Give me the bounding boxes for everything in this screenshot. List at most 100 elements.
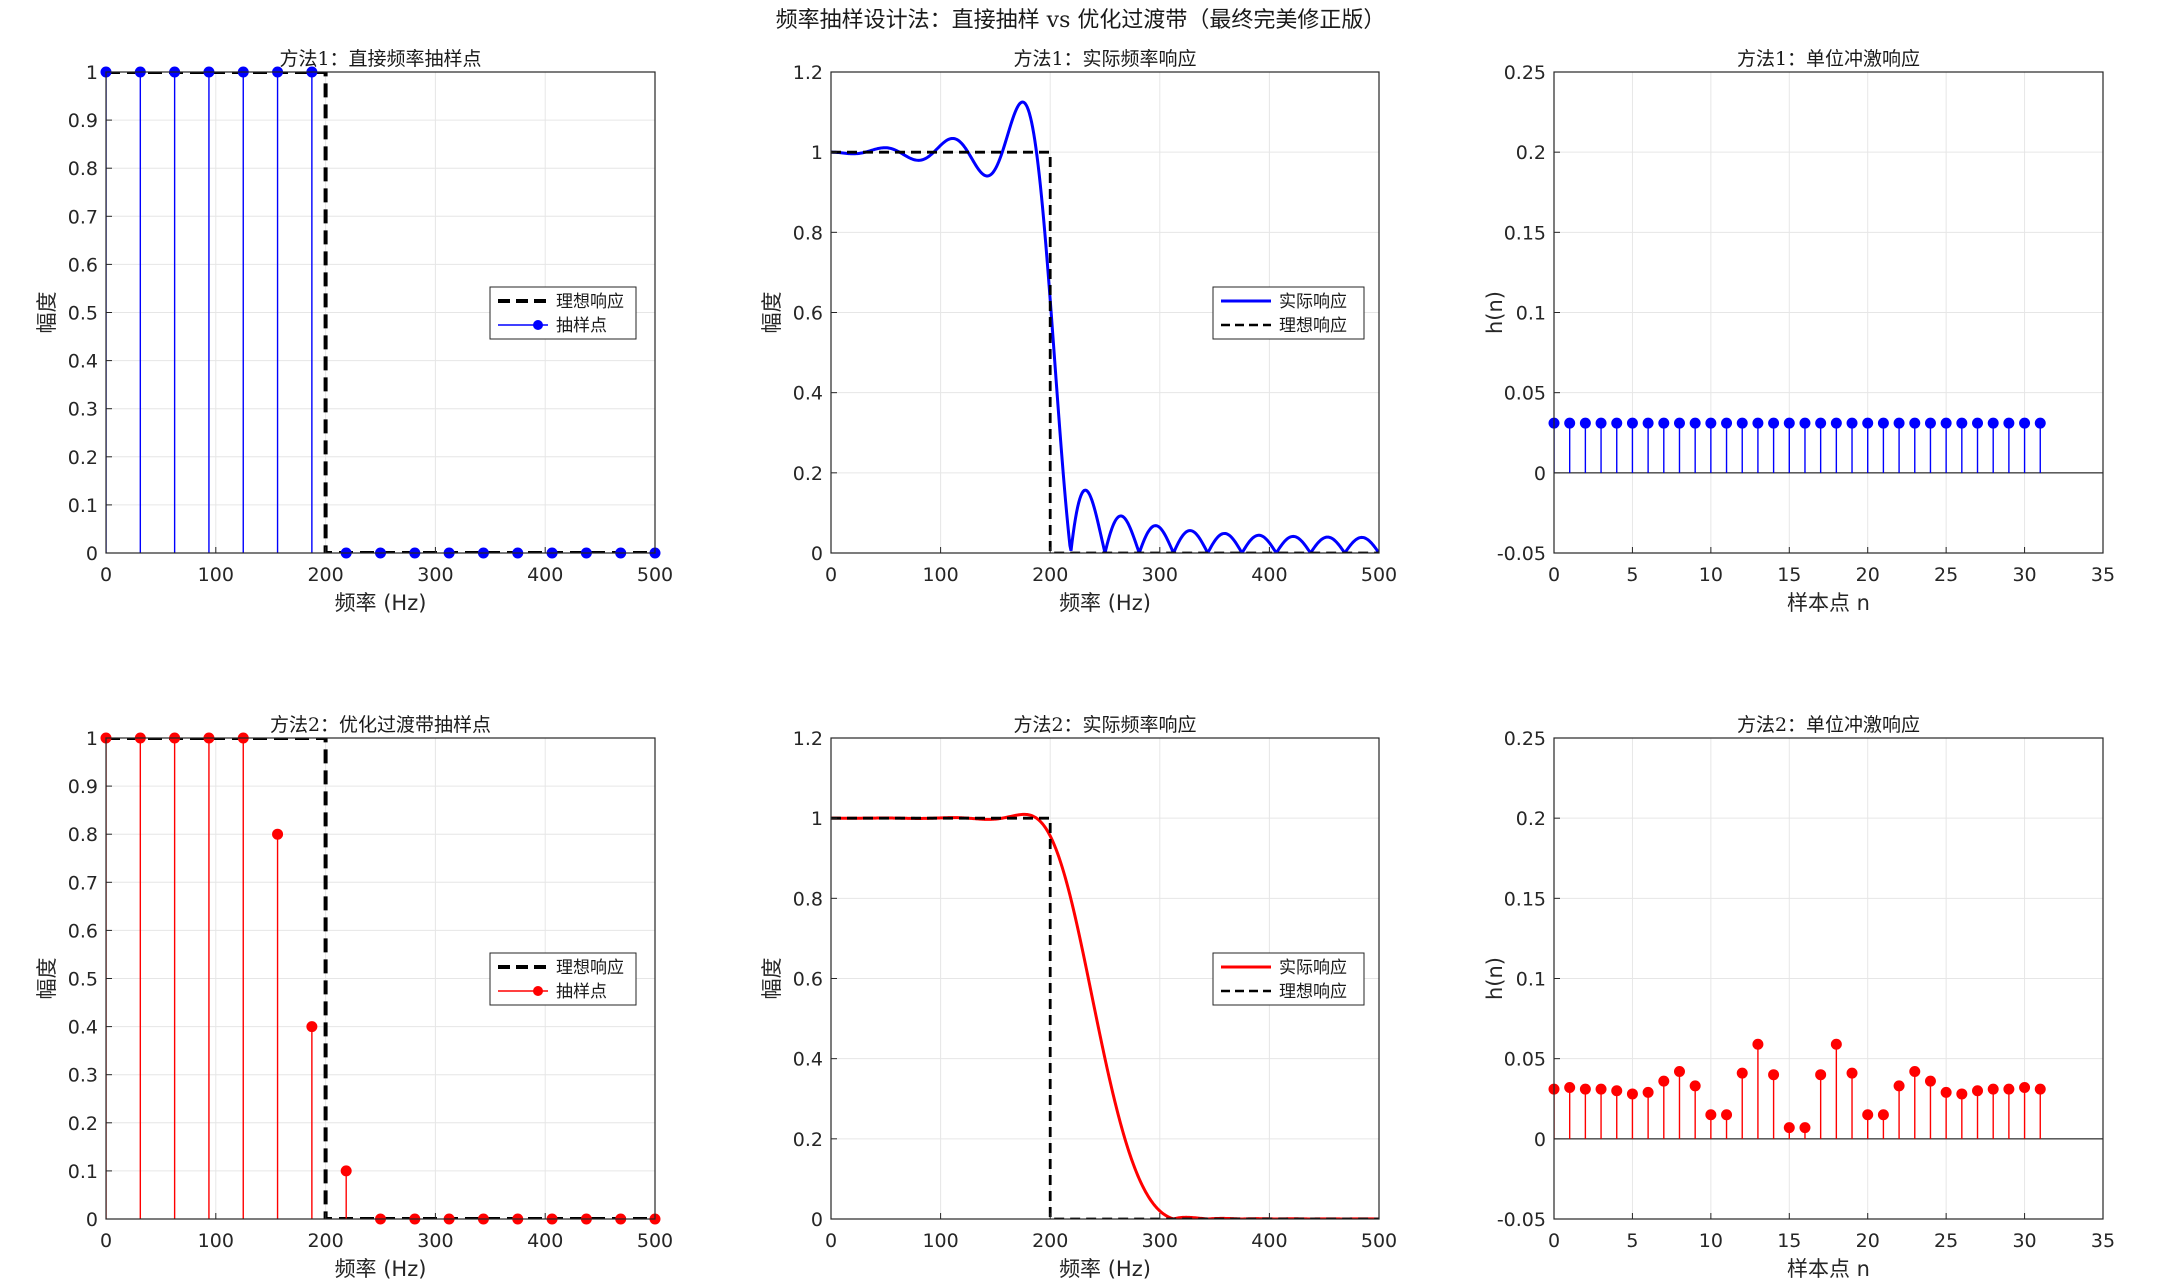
plot-marks bbox=[106, 738, 655, 1219]
x-tick-label: 0 bbox=[825, 1230, 837, 1252]
y-tick-label: 0.2 bbox=[793, 1129, 823, 1151]
legend-label: 抽样点 bbox=[556, 982, 607, 1002]
y-tick-label: 0.5 bbox=[68, 969, 98, 991]
stem-marker bbox=[2003, 417, 2015, 429]
y-tick-label: 0 bbox=[811, 543, 823, 565]
y-tick-label: 0.4 bbox=[793, 383, 823, 405]
legend-marker bbox=[533, 320, 543, 330]
stem-marker bbox=[1924, 1075, 1936, 1087]
y-axis-label: 幅度 bbox=[760, 292, 784, 334]
stem-marker bbox=[1564, 417, 1576, 429]
y-tick-label: 0.3 bbox=[68, 399, 98, 421]
x-tick-label: 500 bbox=[1361, 1230, 1397, 1252]
stem-marker bbox=[1815, 1069, 1827, 1081]
chart-m2-samples: 0 100 200 300 400 500 0 0.1 0.2 0.3 0.4 0.5 0.6 0.7 0.… bbox=[35, 714, 673, 1281]
stem-marker bbox=[1642, 1086, 1654, 1098]
y-tick-label: 0.7 bbox=[68, 872, 98, 894]
x-tick-label: 100 bbox=[198, 564, 234, 586]
stem-marker bbox=[1721, 1109, 1733, 1121]
x-tick-label: 0 bbox=[1548, 1230, 1560, 1252]
y-tick-label: 0.1 bbox=[68, 495, 98, 517]
stem-marker bbox=[1987, 417, 1999, 429]
x-tick-label: 25 bbox=[1934, 1230, 1958, 1252]
stem-marker bbox=[1862, 417, 1874, 429]
y-tick-label: 0.1 bbox=[68, 1161, 98, 1183]
x-tick-label: 100 bbox=[922, 1230, 958, 1252]
x-tick-label: 300 bbox=[417, 1230, 453, 1252]
x-tick-label: 10 bbox=[1699, 564, 1723, 586]
stem-marker bbox=[1909, 1065, 1921, 1077]
stem-marker bbox=[1705, 1109, 1717, 1121]
y-tick-label: -0.05 bbox=[1497, 543, 1546, 565]
y-tick-label: 0 bbox=[86, 543, 98, 565]
chart-m1-samples: 0 100 200 300 400 500 0 0.1 0.2 0.3 0.4 0.5 0.6 0.7 0.… bbox=[35, 48, 673, 615]
chart-m1-impulse: 0 5 10 15 20 25 30 35-0.0500.050.10.150.20.25方法… bbox=[1483, 48, 2115, 615]
ideal-response-line bbox=[831, 150, 1379, 553]
x-axis-label: 样本点 n bbox=[1787, 1257, 1870, 1281]
figure-title: 频率抽样设计法：直接抽样 vs 优化过渡带（最终完美修正版） bbox=[775, 8, 1386, 33]
y-tick-label: 0.25 bbox=[1504, 62, 1546, 84]
chart-m1-response: 0 100 200 300 400 500 0 0.2 0.4 0.6 0.8 1 1.2 方法1：实际频… bbox=[760, 48, 1397, 615]
y-tick-label: 0.2 bbox=[1516, 808, 1546, 830]
x-tick-label: 200 bbox=[1032, 564, 1068, 586]
stem-marker bbox=[1595, 1083, 1607, 1095]
y-tick-label: 0.15 bbox=[1504, 222, 1546, 244]
chart-m2-impulse: 0 5 10 15 20 25 30 35-0.0500.050.10.150.20.25方法… bbox=[1483, 714, 2115, 1281]
chart-title: 方法2：实际频率响应 bbox=[1013, 714, 1196, 736]
stem-marker bbox=[1924, 417, 1936, 429]
stem-marker bbox=[1940, 1086, 1952, 1098]
stem-marker bbox=[1689, 417, 1701, 429]
y-tick-label: 0.6 bbox=[793, 303, 823, 325]
y-tick-label: 0.6 bbox=[793, 969, 823, 991]
stem-marker bbox=[272, 828, 284, 840]
stem-marker bbox=[1673, 417, 1685, 429]
x-axis-label: 频率 (Hz) bbox=[1059, 591, 1151, 615]
y-tick-label: 0.1 bbox=[1516, 303, 1546, 325]
stem-marker bbox=[1972, 417, 1984, 429]
chart-m2-response: 0 100 200 300 400 500 0 0.2 0.4 0.6 0.8 1 1.2 方法2：实际频… bbox=[760, 714, 1397, 1281]
x-tick-label: 400 bbox=[1251, 564, 1287, 586]
stem-marker bbox=[1830, 417, 1842, 429]
x-tick-label: 35 bbox=[2091, 1230, 2115, 1252]
x-tick-label: 300 bbox=[417, 564, 453, 586]
y-tick-label: 0.8 bbox=[68, 824, 98, 846]
stem-marker bbox=[1846, 417, 1858, 429]
legend-box bbox=[489, 286, 637, 340]
stem-marker bbox=[1956, 1088, 1968, 1100]
legend-label: 理想响应 bbox=[556, 292, 624, 312]
stem-marker bbox=[2019, 1082, 2031, 1094]
stem-marker bbox=[1642, 417, 1654, 429]
stem-marker bbox=[1815, 417, 1827, 429]
stem-marker bbox=[1909, 417, 1921, 429]
x-tick-label: 500 bbox=[637, 1230, 673, 1252]
x-tick-label: 0 bbox=[825, 564, 837, 586]
x-tick-label: 300 bbox=[1142, 1230, 1178, 1252]
stem-marker bbox=[1658, 417, 1670, 429]
x-tick-label: 30 bbox=[2012, 564, 2036, 586]
y-tick-label: 0.3 bbox=[68, 1065, 98, 1087]
stem-marker bbox=[1956, 417, 1968, 429]
x-tick-label: 500 bbox=[637, 564, 673, 586]
x-tick-label: 200 bbox=[307, 1230, 343, 1252]
legend-label: 理想响应 bbox=[556, 958, 624, 978]
stem-marker bbox=[1862, 1109, 1874, 1121]
stem-marker bbox=[1752, 1038, 1764, 1050]
stem-marker bbox=[1893, 1080, 1905, 1092]
stem-marker bbox=[1846, 1067, 1858, 1079]
legend-label: 实际响应 bbox=[1279, 292, 1347, 312]
y-tick-label: 0.6 bbox=[68, 254, 98, 276]
x-tick-label: 100 bbox=[922, 564, 958, 586]
chart-title: 方法2：优化过渡带抽样点 bbox=[270, 714, 491, 736]
stem-marker bbox=[1736, 417, 1748, 429]
x-tick-label: 200 bbox=[307, 564, 343, 586]
x-axis-label: 频率 (Hz) bbox=[1059, 1257, 1151, 1281]
y-tick-label: 0.8 bbox=[793, 222, 823, 244]
y-tick-label: 0 bbox=[811, 1209, 823, 1231]
y-tick-label: 0.1 bbox=[1516, 969, 1546, 991]
x-tick-label: 30 bbox=[2012, 1230, 2036, 1252]
y-tick-label: 1 bbox=[811, 142, 823, 164]
stem-marker bbox=[1893, 417, 1905, 429]
y-tick-label: 1 bbox=[86, 728, 98, 750]
y-axis-label: h(n) bbox=[1483, 957, 1507, 1000]
